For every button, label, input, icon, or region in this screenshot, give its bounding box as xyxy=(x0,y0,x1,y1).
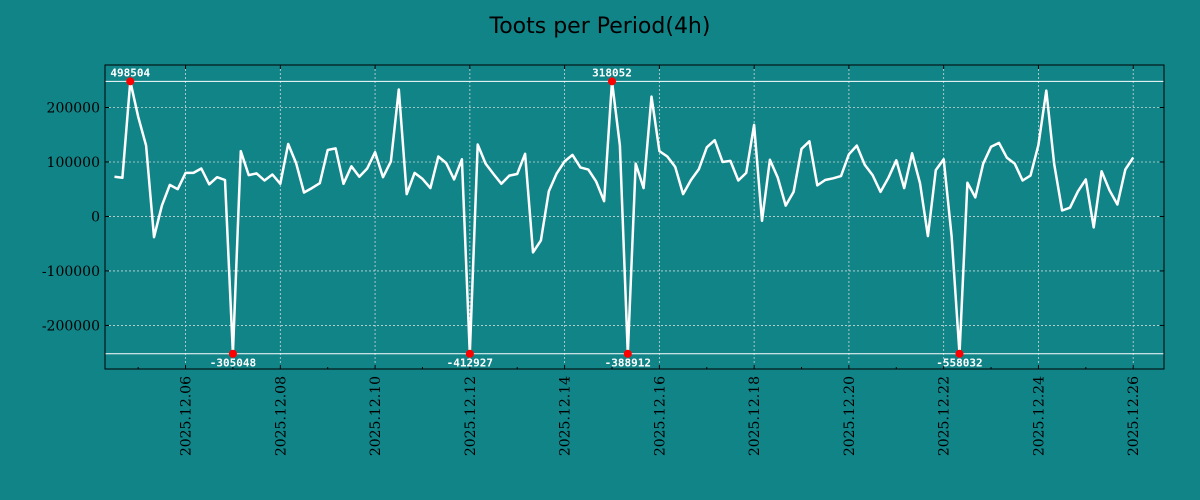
y-tick-label: 100000 xyxy=(47,155,100,171)
peak-value-label: -305048 xyxy=(210,357,256,370)
x-tick-label: 2025.12.24 xyxy=(1031,376,1047,456)
y-tick-label: 0 xyxy=(91,209,100,225)
peak-value-label: -412927 xyxy=(447,357,493,370)
x-tick-label: 2025.12.22 xyxy=(937,376,953,456)
x-tick-label: 2025.12.14 xyxy=(558,376,574,456)
x-tick-label: 2025.12.26 xyxy=(1126,376,1142,456)
plot-frame xyxy=(104,64,1165,370)
peak-value-label: 318052 xyxy=(592,66,632,79)
x-tick-label: 2025.12.06 xyxy=(179,376,195,456)
x-tick-label: 2025.12.16 xyxy=(652,376,668,456)
x-tick-label: 2025.12.08 xyxy=(273,376,289,456)
x-tick-label: 2025.12.18 xyxy=(747,376,763,456)
peak-marker xyxy=(623,349,632,358)
series-line xyxy=(114,80,1135,355)
x-tick-label: 2025.12.10 xyxy=(368,376,384,456)
x-tick-label: 2025.12.12 xyxy=(463,376,479,456)
x-tick-label: 2025.12.20 xyxy=(842,376,858,456)
y-tick-label: -100000 xyxy=(42,264,100,280)
peak-value-label: -558032 xyxy=(936,357,982,370)
y-tick-label: -200000 xyxy=(42,318,100,334)
peak-marker xyxy=(955,349,964,358)
chart-title: Toots per Period(4h) xyxy=(489,14,711,39)
y-tick-label: 200000 xyxy=(47,100,100,116)
peak-marker xyxy=(607,77,616,86)
peak-value-label: 498504 xyxy=(110,66,150,79)
peak-value-label: -388912 xyxy=(605,357,651,370)
peak-marker xyxy=(465,349,474,358)
peak-marker xyxy=(126,77,135,86)
peak-marker xyxy=(228,349,237,358)
